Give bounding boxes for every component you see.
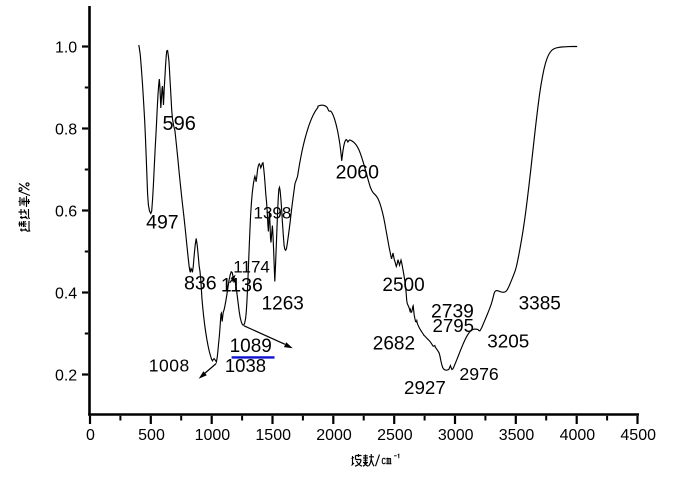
- svg-text:1008: 1008: [149, 356, 190, 376]
- svg-text:0.4: 0.4: [55, 285, 77, 302]
- svg-text:1000: 1000: [195, 427, 231, 444]
- svg-text:0.2: 0.2: [55, 367, 77, 384]
- svg-text:2682: 2682: [373, 334, 415, 355]
- svg-text:2060: 2060: [336, 162, 380, 184]
- svg-text:1263: 1263: [262, 294, 304, 315]
- svg-text:0.8: 0.8: [55, 121, 77, 138]
- svg-text:836: 836: [184, 273, 217, 295]
- svg-text:2927: 2927: [404, 377, 446, 398]
- svg-text:1089: 1089: [230, 336, 272, 357]
- svg-text:2795: 2795: [433, 315, 475, 336]
- svg-text:2739: 2739: [431, 302, 474, 323]
- svg-text:2976: 2976: [459, 364, 499, 384]
- svg-text:3500: 3500: [499, 427, 535, 444]
- svg-text:1398: 1398: [254, 204, 292, 223]
- svg-text:0.6: 0.6: [55, 203, 77, 220]
- svg-text:0: 0: [86, 427, 95, 444]
- svg-text:3205: 3205: [487, 332, 529, 353]
- svg-text:2000: 2000: [316, 427, 352, 444]
- svg-text:1136: 1136: [221, 274, 263, 296]
- svg-text:3000: 3000: [438, 427, 474, 444]
- svg-text:2500: 2500: [382, 275, 424, 296]
- svg-text:2500: 2500: [377, 427, 413, 444]
- svg-text:1038: 1038: [225, 355, 266, 376]
- svg-text:1.0: 1.0: [55, 39, 77, 56]
- svg-text:4000: 4000: [560, 427, 596, 444]
- svg-text:596: 596: [163, 113, 196, 135]
- svg-text:497: 497: [146, 212, 179, 234]
- svg-text:500: 500: [138, 427, 165, 444]
- svg-text:3385: 3385: [519, 294, 561, 315]
- svg-text:1500: 1500: [255, 427, 291, 444]
- svg-text:4500: 4500: [620, 427, 656, 444]
- svg-text:1174: 1174: [233, 257, 270, 276]
